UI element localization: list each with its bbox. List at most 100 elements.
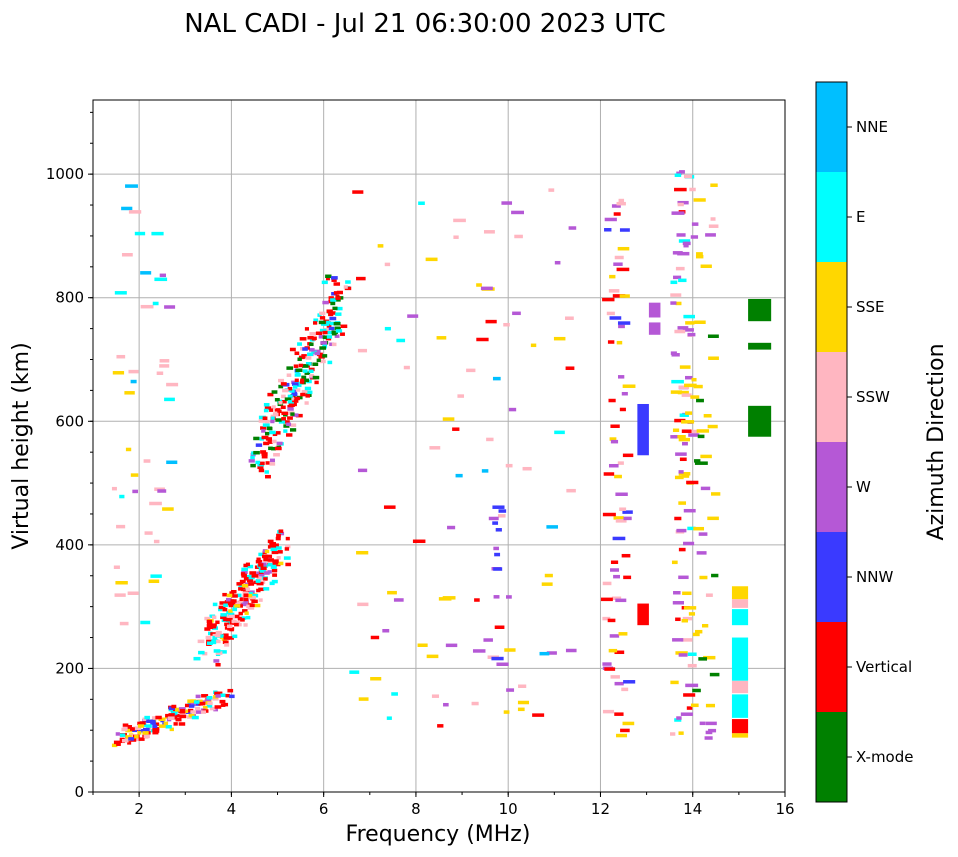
echo-mark	[202, 651, 208, 656]
colorbar-segment	[816, 622, 847, 712]
echo-mark	[314, 380, 319, 385]
echo-mark	[283, 429, 288, 433]
echo-mark	[322, 335, 327, 340]
echo-mark	[495, 528, 502, 532]
echo-mark	[261, 429, 266, 433]
echo-mark	[210, 624, 217, 629]
echo-mark	[685, 683, 699, 688]
echo-mark	[237, 604, 243, 608]
echo-mark	[229, 591, 235, 595]
echo-mark	[249, 603, 255, 608]
echo-mark	[553, 336, 566, 341]
echo-mark	[268, 446, 273, 451]
echo-mark	[508, 407, 517, 412]
echo-mark	[232, 614, 240, 619]
echo-mark	[530, 343, 537, 348]
echo-mark	[565, 648, 577, 653]
echo-mark	[280, 405, 286, 410]
echo-mark	[313, 321, 318, 325]
echo-mark	[298, 363, 304, 368]
colorbar-segment	[816, 712, 847, 802]
echo-mark	[493, 546, 499, 551]
echo-mark	[678, 278, 687, 283]
echo-mark	[318, 335, 326, 339]
echo-mark	[327, 330, 334, 335]
echo-mark	[184, 703, 191, 708]
echo-mark	[153, 539, 160, 544]
echo-mark	[245, 562, 250, 567]
echo-mark	[377, 244, 384, 248]
echo-mark	[205, 635, 212, 640]
echo-mark	[676, 528, 687, 533]
echo-mark	[173, 722, 178, 726]
echo-mark	[294, 351, 300, 356]
echo-mark	[391, 692, 398, 696]
echo-mark	[269, 462, 276, 466]
echo-mark	[476, 283, 482, 287]
echo-mark	[210, 640, 217, 645]
echo-mark	[193, 702, 201, 706]
echo-block	[731, 694, 749, 718]
echo-mark	[292, 382, 299, 386]
echo-mark	[396, 338, 406, 343]
echo-mark	[263, 402, 270, 407]
echo-mark	[220, 615, 227, 620]
echo-mark	[331, 331, 337, 336]
echo-mark	[345, 280, 351, 284]
echo-mark	[285, 544, 291, 549]
echo-mark	[670, 680, 679, 685]
echo-mark	[616, 267, 630, 272]
echo-mark	[323, 320, 329, 324]
echo-mark	[175, 717, 182, 722]
echo-mark	[220, 693, 226, 698]
echo-mark	[623, 516, 632, 521]
echo-mark	[274, 446, 282, 451]
echo-mark	[227, 620, 232, 625]
echo-mark	[340, 332, 345, 336]
echo-mark	[705, 233, 716, 237]
echo-mark	[522, 466, 532, 471]
echo-mark	[267, 539, 274, 544]
echo-mark	[612, 294, 626, 298]
echo-mark	[681, 429, 692, 433]
echo-mark	[314, 351, 320, 356]
echo-mark	[154, 487, 165, 491]
echo-mark	[317, 331, 323, 336]
echo-mark	[111, 743, 118, 748]
echo-mark	[223, 633, 229, 637]
echo-mark	[286, 373, 292, 377]
echo-mark	[393, 598, 404, 602]
echo-mark	[248, 591, 253, 596]
echo-block	[637, 403, 649, 456]
echo-mark	[165, 713, 170, 718]
echo-mark	[302, 347, 308, 351]
echo-mark	[261, 452, 268, 456]
echo-mark	[699, 575, 708, 580]
echo-mark	[326, 320, 331, 325]
echo-mark	[494, 625, 505, 629]
echo-mark	[676, 716, 682, 720]
echo-mark	[278, 529, 284, 533]
echo-mark	[299, 337, 307, 341]
echo-mark	[269, 458, 275, 463]
echo-mark	[196, 710, 202, 714]
echo-mark	[240, 618, 245, 622]
x-tick-label: 10	[499, 800, 518, 818]
echo-mark	[614, 712, 624, 716]
echo-mark	[116, 742, 121, 746]
echo-mark	[333, 282, 341, 286]
echo-mark	[287, 394, 293, 399]
echo-mark	[325, 276, 330, 281]
echo-mark	[333, 291, 340, 295]
echo-mark	[691, 222, 699, 226]
echo-mark	[357, 468, 368, 473]
echo-mark	[260, 450, 267, 454]
colorbar-segment	[816, 82, 847, 172]
echo-mark	[319, 328, 327, 333]
echo-marks	[111, 170, 721, 748]
echo-mark	[403, 365, 410, 370]
echo-mark	[610, 424, 620, 428]
echo-mark	[137, 724, 145, 728]
echo-mark	[675, 617, 681, 622]
echo-mark	[243, 623, 248, 627]
